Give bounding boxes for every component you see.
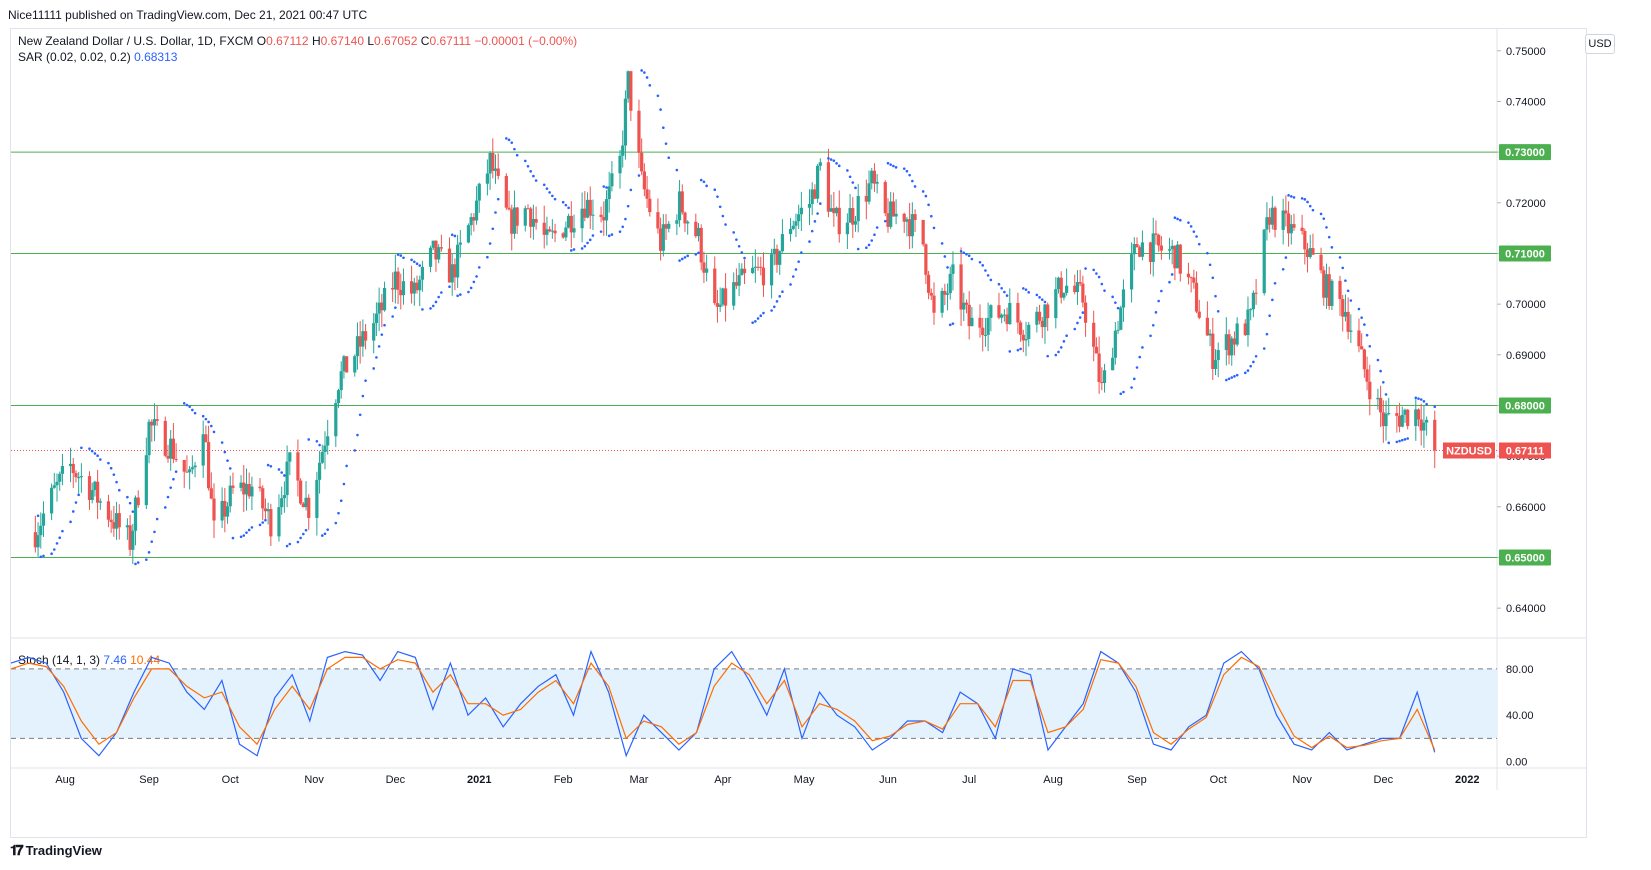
high-value: 0.67140 bbox=[320, 34, 364, 48]
sar-value: 0.68313 bbox=[134, 50, 178, 64]
symbol-legend: New Zealand Dollar / U.S. Dollar, 1D, FX… bbox=[18, 34, 577, 48]
stoch-d-value: 10.44 bbox=[130, 653, 161, 667]
tradingview-logo-icon: 𝟏𝟕 bbox=[10, 842, 24, 858]
currency-button[interactable]: USD bbox=[1585, 34, 1615, 54]
open-value: 0.67112 bbox=[266, 34, 309, 48]
brand-label: TradingView bbox=[25, 843, 102, 858]
close-value: 0.67111 bbox=[429, 34, 472, 48]
tradingview-brand[interactable]: 𝟏𝟕 TradingView bbox=[10, 842, 102, 859]
close-label: C bbox=[420, 34, 430, 48]
stoch-k-value: 7.46 bbox=[103, 653, 127, 667]
sar-label: SAR (0.02, 0.02, 0.2) bbox=[18, 50, 131, 64]
stoch-legend[interactable]: Stoch (14, 1, 3) 7.46 10.44 bbox=[18, 653, 160, 667]
chart-frame bbox=[10, 28, 1587, 838]
change-value: −0.00001 (−0.00%) bbox=[474, 34, 578, 48]
publish-line: Nice11111 published on TradingView.com, … bbox=[8, 8, 368, 22]
sar-legend[interactable]: SAR (0.02, 0.02, 0.2) 0.68313 bbox=[18, 50, 177, 64]
high-label: H bbox=[311, 34, 321, 48]
stoch-label: Stoch (14, 1, 3) bbox=[18, 653, 101, 667]
symbol-name[interactable]: New Zealand Dollar / U.S. Dollar, 1D, FX… bbox=[18, 34, 254, 48]
low-label: L bbox=[367, 34, 375, 48]
open-label: O bbox=[256, 34, 267, 48]
low-value: 0.67052 bbox=[374, 34, 418, 48]
